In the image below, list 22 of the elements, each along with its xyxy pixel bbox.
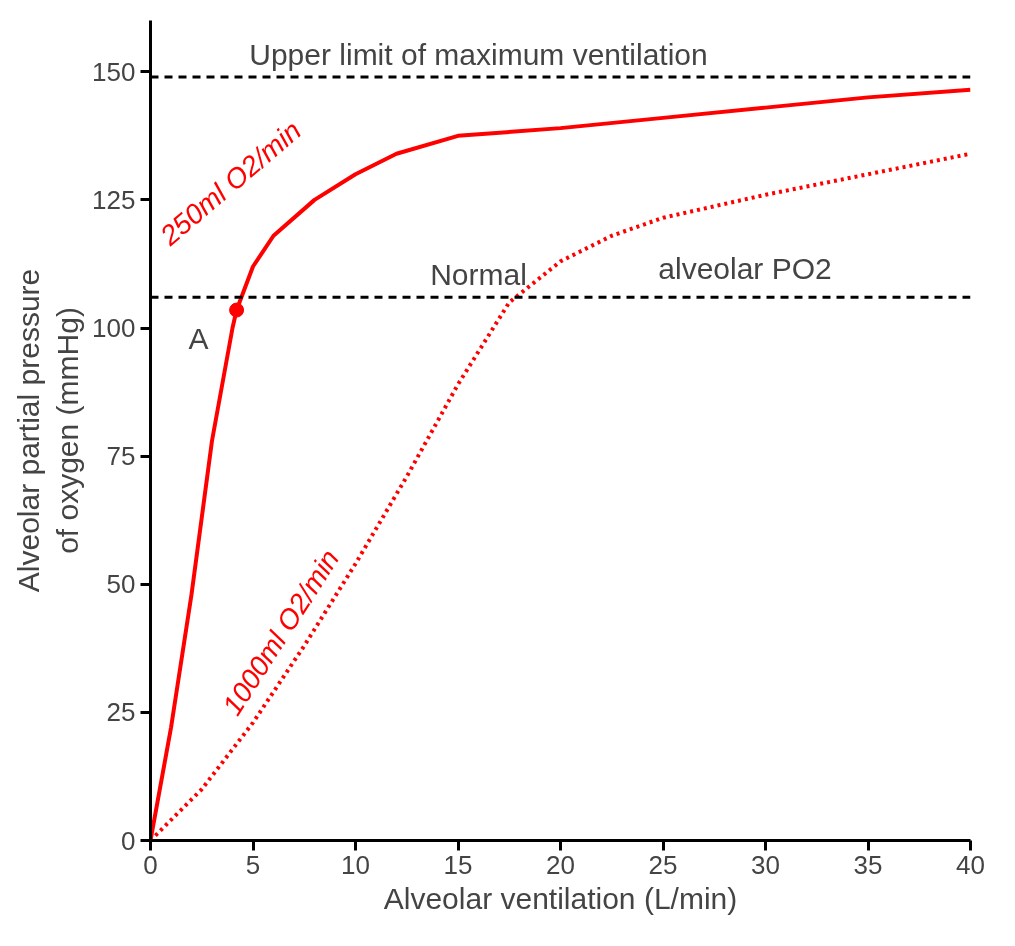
annotation: alveolar PO2 <box>658 252 832 286</box>
y-axis-title: Alveolar partial pressure of oxygen (mmHg) <box>11 268 85 593</box>
x-tick-label: 35 <box>853 849 883 880</box>
y-tick-label: 100 <box>92 313 136 343</box>
x-tick-label: 15 <box>443 849 473 880</box>
y-tick-label: 25 <box>106 697 136 728</box>
x-tick-label: 10 <box>341 849 370 880</box>
x-tick-label: 20 <box>546 849 575 880</box>
x-tick-label: 30 <box>751 849 780 880</box>
ref-line-label: Normal <box>430 258 527 292</box>
y-tick-label: 125 <box>92 184 136 215</box>
x-tick-label: 25 <box>648 849 678 880</box>
annotation: A <box>188 322 209 356</box>
x-tick-label: 5 <box>245 849 261 880</box>
x-tick-label: 40 <box>956 849 985 880</box>
ref-line-label: Upper limit of maximum ventilation <box>249 37 708 71</box>
x-tick-label: 0 <box>143 849 158 880</box>
y-tick-label: 75 <box>106 441 136 472</box>
y-tick-label: 50 <box>106 569 136 600</box>
x-axis-title: Alveolar ventilation (L/min) <box>383 881 738 915</box>
y-tick-label: 150 <box>92 56 136 87</box>
y-tick-label: 0 <box>121 825 136 856</box>
